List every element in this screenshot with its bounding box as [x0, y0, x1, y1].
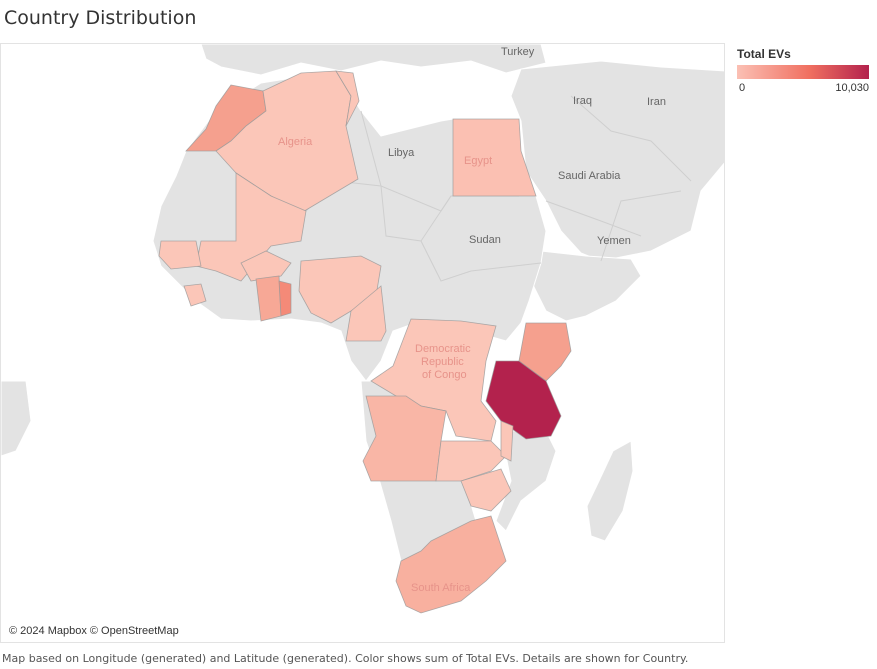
country-senegal[interactable]	[158, 240, 202, 270]
label-south-africa: South Africa	[411, 582, 471, 594]
country-togo[interactable]	[278, 280, 292, 317]
label-drc-3: of Congo	[422, 369, 467, 381]
label-saudi: Saudi Arabia	[558, 170, 621, 182]
label-libya: Libya	[388, 147, 415, 159]
base-label-layer: Turkey Iraq Iran Libya Saudi Arabia Suda…	[388, 46, 666, 247]
land-middle-east	[510, 60, 724, 262]
page-title: Country Distribution	[4, 7, 197, 29]
label-drc-2: Republic	[421, 356, 464, 368]
legend-gradient-bar	[737, 65, 869, 79]
country-malawi[interactable]	[500, 420, 514, 462]
legend-title: Total EVs	[737, 47, 791, 61]
label-algeria: Algeria	[278, 136, 313, 148]
country-south-africa[interactable]	[395, 515, 507, 614]
label-sudan: Sudan	[469, 234, 501, 246]
country-mali[interactable]	[195, 172, 307, 282]
land-europe	[200, 44, 547, 76]
country-egypt[interactable]	[452, 118, 537, 197]
land-madagascar	[586, 440, 634, 542]
legend-min-label: 0	[739, 82, 746, 94]
base-borders	[305, 95, 692, 282]
land-atlantic	[1, 380, 32, 457]
map-attribution[interactable]: © 2024 Mapbox © OpenStreetMap	[5, 624, 183, 638]
country-zambia[interactable]	[435, 440, 507, 482]
country-tanzania[interactable]	[485, 360, 562, 440]
label-iraq: Iraq	[573, 95, 592, 107]
legend-max-label: 10,030	[835, 82, 869, 94]
label-yemen: Yemen	[597, 235, 631, 247]
label-drc-1: Democratic	[415, 343, 471, 355]
color-legend[interactable]: Total EVs 0 10,030	[737, 47, 873, 96]
country-tunisia[interactable]	[335, 70, 360, 127]
label-turkey: Turkey	[501, 46, 535, 58]
country-burkina[interactable]	[240, 250, 292, 282]
land-horn	[530, 250, 642, 322]
country-guinea[interactable]	[183, 283, 207, 307]
country-angola[interactable]	[362, 395, 447, 482]
label-egypt: Egypt	[464, 155, 492, 167]
country-cameroon[interactable]	[345, 285, 387, 342]
map-view[interactable]: Turkey Iraq Iran Libya Saudi Arabia Suda…	[0, 43, 725, 643]
legend-scale: 0 10,030	[737, 82, 869, 96]
country-drc[interactable]	[370, 318, 497, 442]
country-zimbabwe[interactable]	[460, 468, 512, 512]
label-iran: Iran	[647, 96, 666, 108]
map-caption: Map based on Longitude (generated) and L…	[2, 652, 689, 665]
country-label-layer: Algeria Egypt Democratic Republic of Con…	[278, 136, 492, 594]
africa-map[interactable]: Turkey Iraq Iran Libya Saudi Arabia Suda…	[1, 44, 725, 643]
country-layer[interactable]	[158, 70, 572, 614]
